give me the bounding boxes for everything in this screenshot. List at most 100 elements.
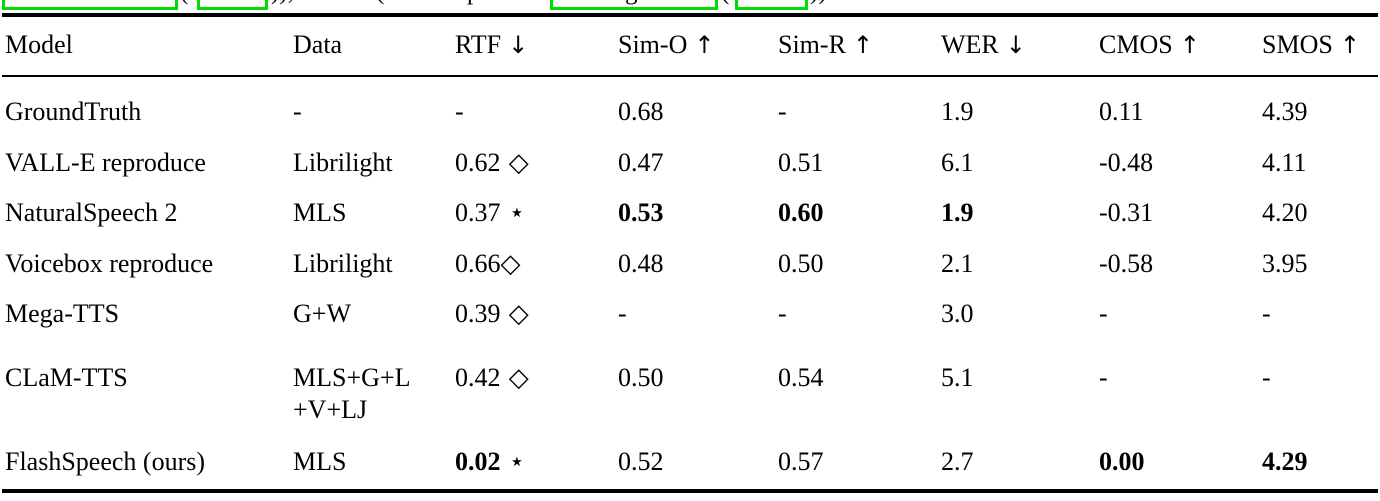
cell-sim-r: 0.60 bbox=[778, 198, 824, 227]
cell-data: - bbox=[293, 97, 302, 126]
cell-sim-r: 0.51 bbox=[778, 148, 824, 177]
cell-smos: 4.29 bbox=[1262, 447, 1308, 476]
up-arrow-icon: ↑ bbox=[852, 31, 874, 59]
caption-fragment: ( bbox=[376, 0, 384, 4]
cell-cmos: - bbox=[1099, 363, 1108, 392]
caption-fragment: )) bbox=[810, 0, 827, 4]
cell-cmos: 0.00 bbox=[1099, 447, 1145, 476]
caption-strip: ( )), ( p g ( )) bbox=[0, 0, 1380, 11]
column-header-sim-o: Sim-O ↑ bbox=[618, 30, 715, 59]
diamond-icon: ◇ bbox=[500, 249, 521, 279]
cell-data: Librilight bbox=[293, 148, 393, 177]
cell-cmos: -0.31 bbox=[1099, 198, 1154, 227]
cell-smos: 4.39 bbox=[1262, 97, 1308, 126]
diamond-icon: ◇ bbox=[500, 299, 529, 329]
citation-link-box[interactable] bbox=[197, 0, 268, 10]
up-arrow-icon: ↑ bbox=[694, 31, 715, 59]
cell-wer: 2.1 bbox=[941, 249, 974, 278]
table-header-rule bbox=[2, 75, 1378, 77]
cell-model: NaturalSpeech 2 bbox=[5, 198, 178, 227]
cell-sim-r: 0.57 bbox=[778, 447, 824, 476]
cell-wer: 1.9 bbox=[941, 97, 974, 126]
cell-sim-o: 0.48 bbox=[618, 249, 664, 278]
table-row: FlashSpeech (ours) MLS 0.02 ⋆ 0.52 0.57 … bbox=[0, 446, 1380, 480]
table-bottom-rule bbox=[2, 489, 1378, 493]
column-header-data: Data bbox=[293, 30, 343, 59]
star-icon: ⋆ bbox=[500, 198, 526, 228]
table-row: Voicebox reproduce Librilight 0.66◇ 0.48… bbox=[0, 248, 1380, 282]
cell-sim-r: 0.50 bbox=[778, 249, 824, 278]
cell-data: Librilight bbox=[293, 249, 393, 278]
cell-rtf: 0.39 ◇ bbox=[455, 299, 529, 329]
cell-cmos: - bbox=[1099, 299, 1108, 328]
cell-rtf: 0.66◇ bbox=[455, 249, 521, 279]
column-header-sim-r: Sim-R ↑ bbox=[778, 30, 874, 59]
cell-cmos: -0.48 bbox=[1099, 148, 1154, 177]
cell-rtf: 0.42 ◇ bbox=[455, 363, 529, 393]
column-header-smos: SMOS ↑ bbox=[1262, 30, 1360, 59]
cell-rtf: 0.37 ⋆ bbox=[455, 198, 526, 228]
cell-rtf: 0.62 ◇ bbox=[455, 148, 529, 178]
up-arrow-icon: ↑ bbox=[1179, 31, 1200, 59]
cell-rtf: 0.02 ⋆ bbox=[455, 447, 526, 477]
cell-data: G+W bbox=[293, 299, 351, 328]
cell-data-line2: +V+LJ bbox=[293, 395, 368, 424]
diamond-icon: ◇ bbox=[500, 148, 529, 178]
table-row: NaturalSpeech 2 MLS 0.37 ⋆ 0.53 0.60 1.9… bbox=[0, 197, 1380, 231]
cell-wer: 5.1 bbox=[941, 363, 974, 392]
table-row: GroundTruth - - 0.68 - 1.9 0.11 4.39 bbox=[0, 96, 1380, 130]
cell-sim-o: 0.50 bbox=[618, 363, 664, 392]
cell-sim-r: 0.54 bbox=[778, 363, 824, 392]
caption-fragment: ( bbox=[721, 0, 729, 4]
cell-cmos: 0.11 bbox=[1099, 97, 1144, 126]
cell-sim-o: 0.68 bbox=[618, 97, 664, 126]
table-header-row: Model Data RTF ↓ Sim-O ↑ Sim-R ↑ WER ↓ CMOS ↑… bbox=[0, 29, 1380, 63]
star-icon: ⋆ bbox=[500, 447, 526, 477]
cell-model: VALL-E reproduce bbox=[5, 148, 206, 177]
column-header-wer: WER ↓ bbox=[941, 30, 1026, 59]
cell-wer: 2.7 bbox=[941, 447, 974, 476]
cell-cmos: -0.58 bbox=[1099, 249, 1154, 278]
cell-sim-o: 0.52 bbox=[618, 447, 664, 476]
cell-sim-r: - bbox=[778, 299, 787, 328]
citation-link-box[interactable] bbox=[735, 0, 808, 10]
cell-model: CLaM-TTS bbox=[5, 363, 128, 392]
cell-rtf: - bbox=[455, 97, 464, 126]
cell-data: MLS bbox=[293, 198, 347, 227]
caption-fragment: ( bbox=[180, 0, 188, 4]
cell-sim-o: 0.53 bbox=[618, 198, 664, 227]
cell-smos: 4.20 bbox=[1262, 198, 1308, 227]
column-header-cmos: CMOS ↑ bbox=[1099, 30, 1200, 59]
cell-model: Mega-TTS bbox=[5, 299, 120, 328]
cell-model: Voicebox reproduce bbox=[5, 249, 214, 278]
cell-smos: - bbox=[1262, 299, 1271, 328]
cell-sim-o: 0.47 bbox=[618, 148, 664, 177]
cell-model: FlashSpeech (ours) bbox=[5, 447, 206, 476]
table-row: VALL-E reproduce Librilight 0.62 ◇ 0.47 … bbox=[0, 147, 1380, 181]
cell-data: MLS bbox=[293, 447, 347, 476]
cell-sim-r: - bbox=[778, 97, 787, 126]
cell-smos: 4.11 bbox=[1262, 148, 1307, 177]
caption-fragment: p bbox=[467, 0, 480, 4]
cell-wer: 1.9 bbox=[941, 198, 974, 227]
column-header-model: Model bbox=[5, 30, 73, 59]
caption-fragment: )), bbox=[271, 0, 294, 4]
table-top-rule bbox=[2, 13, 1378, 17]
cell-wer: 3.0 bbox=[941, 299, 974, 328]
caption-fragment: g bbox=[625, 0, 638, 4]
down-arrow-icon: ↓ bbox=[1005, 31, 1026, 59]
cell-data: MLS+G+L +V+LJ bbox=[293, 363, 411, 424]
table-row: CLaM-TTS MLS+G+L +V+LJ 0.42 ◇ 0.50 0.54 5… bbox=[0, 362, 1380, 424]
diamond-icon: ◇ bbox=[500, 363, 529, 393]
citation-link-box[interactable] bbox=[550, 0, 718, 10]
up-arrow-icon: ↑ bbox=[1339, 31, 1360, 59]
column-header-rtf: RTF ↓ bbox=[455, 30, 529, 59]
cell-wer: 6.1 bbox=[941, 148, 974, 177]
citation-link-box[interactable] bbox=[2, 0, 178, 10]
cell-smos: - bbox=[1262, 363, 1271, 392]
cell-smos: 3.95 bbox=[1262, 249, 1308, 278]
cell-model: GroundTruth bbox=[5, 97, 142, 126]
table-row: Mega-TTS G+W 0.39 ◇ - - 3.0 - - bbox=[0, 298, 1380, 332]
cell-sim-o: - bbox=[618, 299, 627, 328]
